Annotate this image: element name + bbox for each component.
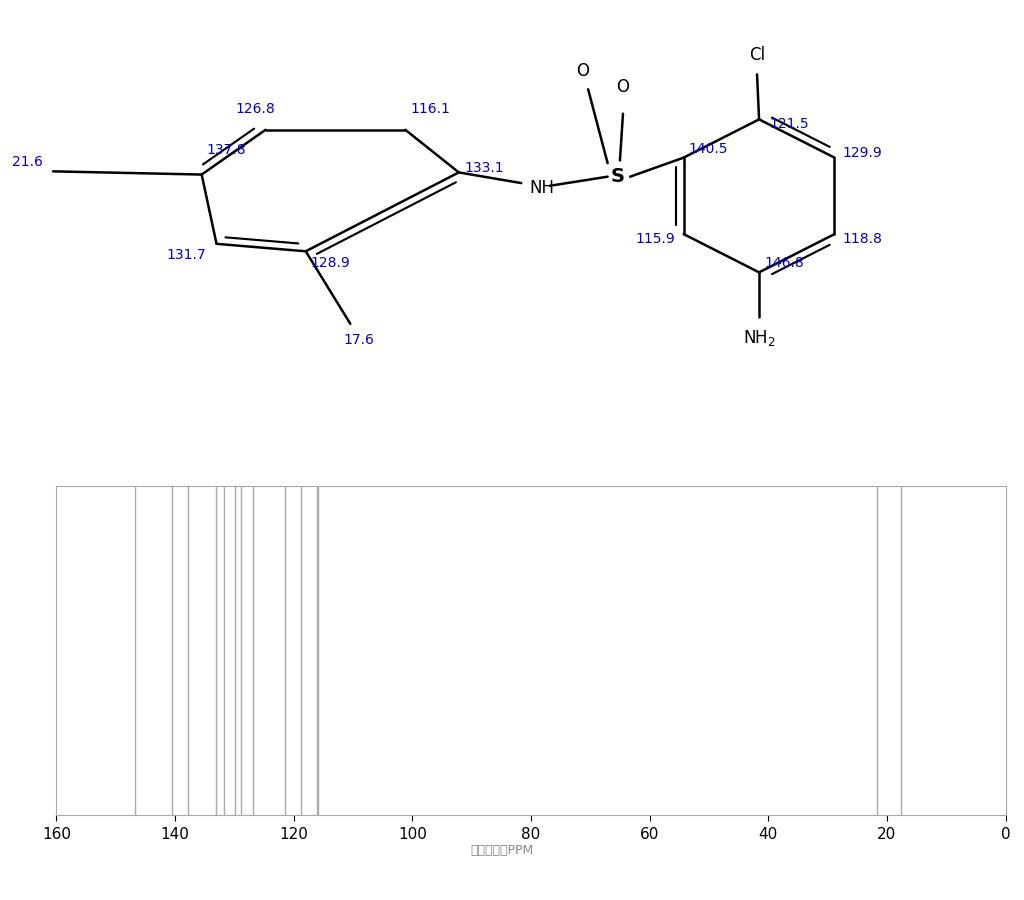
Text: 128.9: 128.9 [311,256,350,270]
Text: 盖德仑工网PPM: 盖德仑工网PPM [470,844,534,857]
Text: 137.8: 137.8 [207,142,247,157]
Text: 17.6: 17.6 [343,333,374,346]
Text: S: S [611,167,625,186]
Text: 126.8: 126.8 [236,103,275,116]
Text: 133.1: 133.1 [464,161,504,175]
Text: 146.8: 146.8 [764,256,804,270]
Text: 116.1: 116.1 [411,103,451,116]
Text: 129.9: 129.9 [843,146,883,160]
Text: O: O [577,62,590,80]
Text: NH$_2$: NH$_2$ [742,328,775,348]
Text: 140.5: 140.5 [689,141,728,156]
Text: 115.9: 115.9 [636,231,676,246]
Text: 131.7: 131.7 [167,248,206,262]
Text: 121.5: 121.5 [769,117,809,130]
Text: NH: NH [529,178,554,196]
Text: O: O [616,77,630,95]
Text: Cl: Cl [749,46,765,64]
Text: 118.8: 118.8 [843,231,883,246]
Text: 21.6: 21.6 [12,156,43,169]
